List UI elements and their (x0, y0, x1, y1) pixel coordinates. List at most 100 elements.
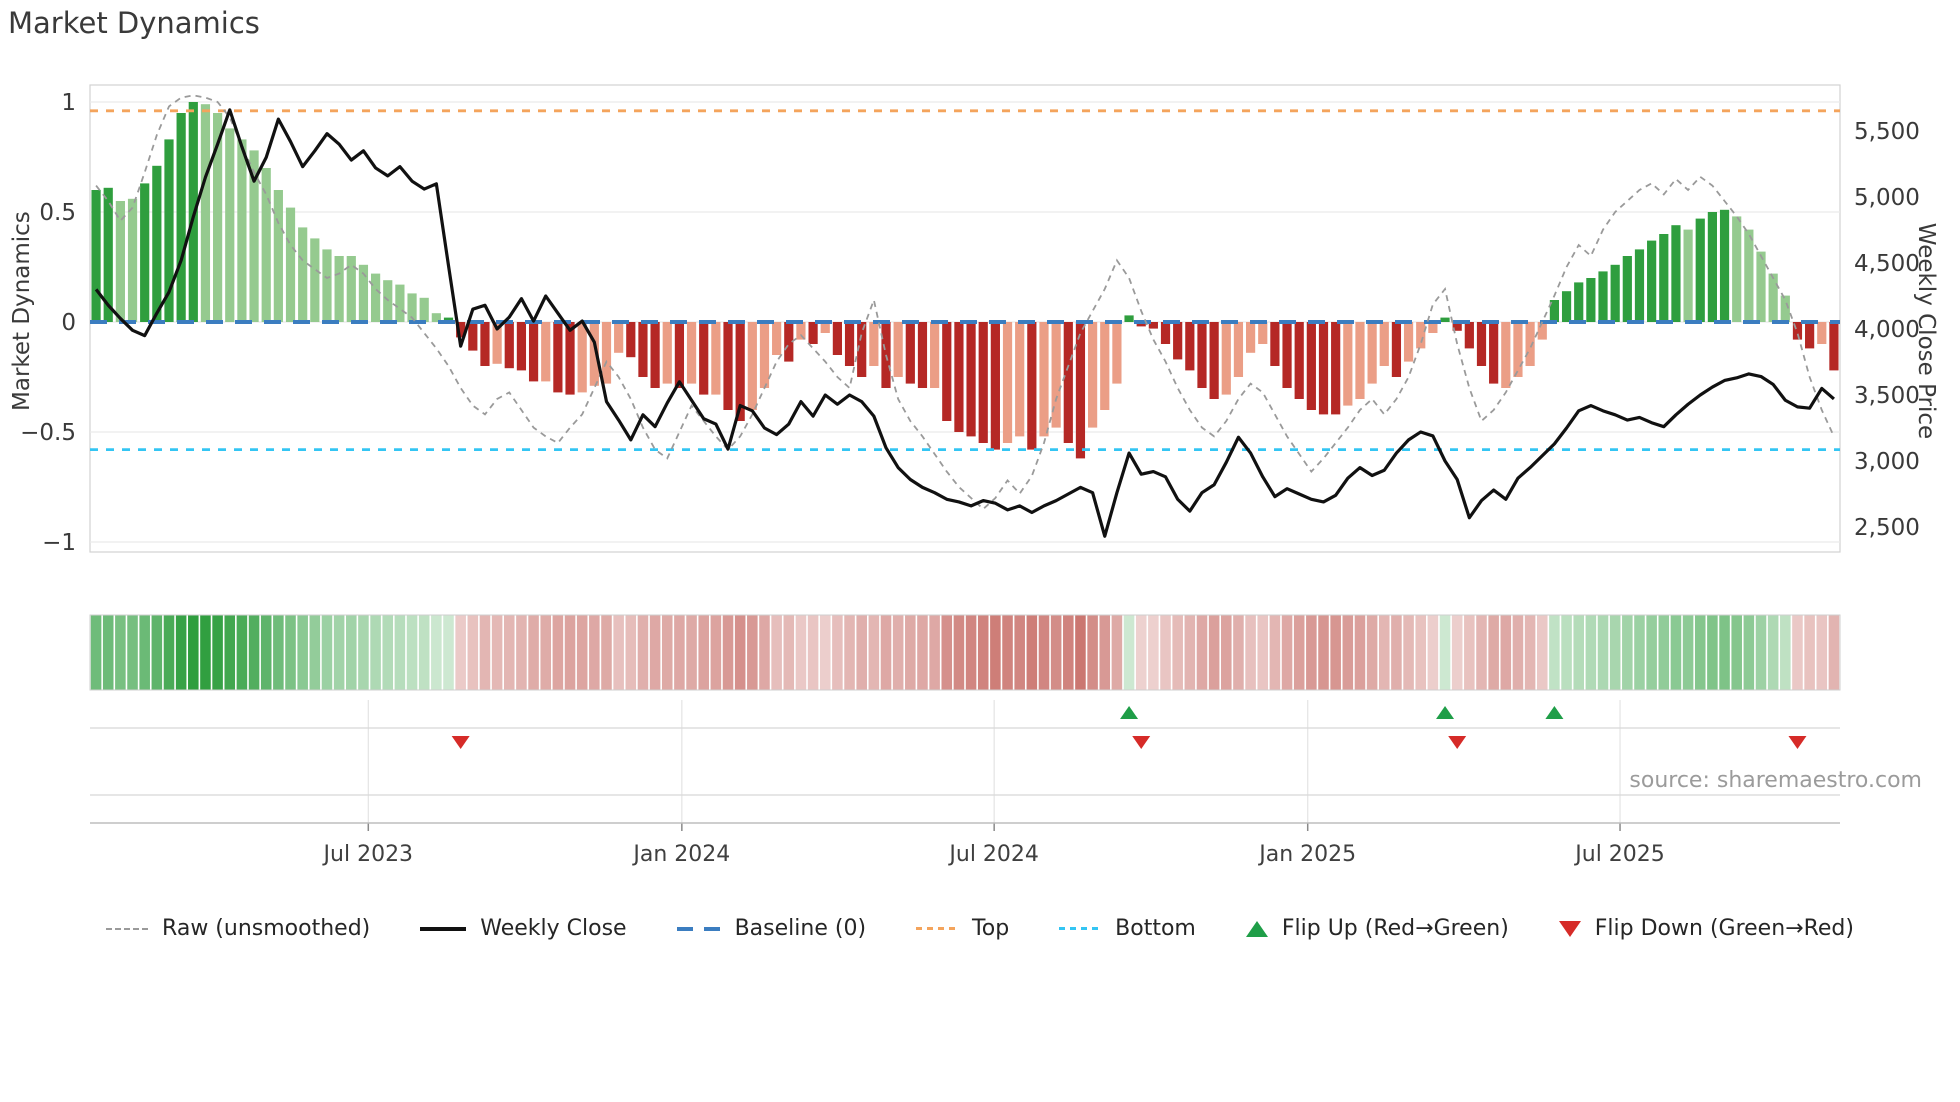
dynamics-bar (1160, 322, 1171, 344)
dynamics-bar (1063, 322, 1073, 443)
heatmap-cell (1160, 615, 1171, 690)
heatmap-cell (1536, 615, 1548, 690)
heatmap-cell (1269, 615, 1281, 690)
flip-down-marker (1132, 736, 1151, 749)
dynamics-bar (820, 322, 830, 333)
heatmap-cell (844, 615, 855, 690)
flip-up-marker (1545, 706, 1564, 719)
dynamics-bar (1343, 322, 1353, 406)
heatmap-cell (1257, 615, 1269, 690)
flip-down-marker (1788, 736, 1807, 749)
heatmap-cell (722, 615, 734, 690)
dynamics-bar (261, 168, 271, 322)
heatmap-cell (1075, 615, 1086, 690)
heatmap-cell (1293, 615, 1305, 690)
dynamics-bar (735, 322, 745, 421)
heatmap-cell (455, 615, 466, 690)
heatmap-cell (977, 615, 989, 690)
dynamics-bar (772, 322, 782, 355)
flip-down-triangle-icon (1558, 920, 1581, 937)
heatmap-cell (333, 615, 345, 690)
price-axis-tick-label: 4,500 (1854, 251, 1920, 277)
dynamics-bar (966, 322, 976, 437)
heatmap-cell (358, 615, 369, 690)
legend-label: Flip Up (Red→Green) (1281, 916, 1509, 941)
flip-up-marker (1120, 706, 1139, 719)
heatmap-cell (1123, 615, 1135, 690)
dynamics-bar (358, 264, 369, 322)
dynamics-bar (711, 322, 721, 395)
dynamics-bar (1015, 322, 1025, 437)
x-axis-tick-label: Jan 2025 (1257, 842, 1356, 867)
dynamics-bar (917, 322, 928, 388)
heatmap-cell (1682, 615, 1694, 690)
x-axis-tick-label: Jul 2023 (322, 842, 414, 867)
heatmap-cell (1196, 615, 1208, 690)
heatmap-cell (1306, 615, 1317, 690)
dynamics-bar (456, 322, 466, 338)
dynamics-bar (480, 322, 490, 366)
heatmap-cell (892, 615, 904, 690)
heatmap-cell (965, 615, 977, 690)
heatmap-cell (1050, 615, 1062, 690)
dynamics-bar (796, 322, 806, 340)
heatmap-cell (1233, 615, 1244, 690)
dynamics-bar (516, 322, 527, 371)
heatmap-cell (1208, 615, 1220, 690)
heatmap-cell (613, 615, 624, 690)
dynamics-bar (1282, 322, 1292, 388)
heatmap-cell (443, 615, 454, 690)
heatmap-cell (1087, 615, 1098, 690)
heatmap-cell (139, 615, 150, 690)
flip-up-triangle-icon (1245, 920, 1268, 937)
heatmap-cell (1694, 615, 1706, 690)
heatmap-cell (734, 615, 746, 690)
heatmap-cell (479, 615, 491, 690)
dynamics-bar (152, 165, 162, 322)
heatmap-cell (1476, 615, 1487, 690)
dynamics-bar (1416, 322, 1426, 349)
dynamics-bar (1513, 322, 1523, 377)
dynamics-bar (103, 187, 113, 322)
heatmap-cell (1597, 615, 1609, 690)
dynamics-bar (1173, 322, 1183, 360)
heatmap-cell (1038, 615, 1050, 690)
dynamics-bar (346, 256, 356, 322)
heatmap-cell (1780, 615, 1791, 690)
dynamics-bar (1185, 322, 1195, 371)
heatmap-cell (953, 615, 965, 690)
dynamics-bar (699, 322, 709, 395)
heatmap-cell (759, 615, 770, 690)
dynamics-bar (784, 322, 794, 362)
dynamics-bar (1501, 322, 1511, 388)
dynamics-bar (1695, 218, 1705, 322)
price-axis-tick-label: 3,500 (1854, 383, 1920, 409)
heatmap-cell (151, 615, 163, 690)
dynamics-bar (759, 322, 770, 388)
dynamics-bar (857, 322, 867, 377)
heatmap-cell (1731, 615, 1742, 690)
heatmap-cell (649, 615, 661, 690)
heatmap-cell (224, 615, 236, 690)
heatmap-cell (1415, 615, 1427, 690)
dynamics-bar (1464, 322, 1474, 349)
heatmap-cell (747, 615, 758, 690)
heatmap-cell (917, 615, 928, 690)
dynamics-bar (978, 322, 988, 443)
dynamics-bar (674, 322, 685, 388)
page-title: Market Dynamics (8, 6, 260, 40)
heatmap-cell (127, 615, 138, 690)
heatmap-cell (540, 615, 552, 690)
dynamics-bar (1647, 240, 1657, 322)
heatmap-cell (589, 615, 600, 690)
heatmap-cell (625, 615, 637, 690)
heatmap-cell (1221, 615, 1232, 690)
dynamics-bar (407, 293, 417, 322)
heatmap-cell (941, 615, 953, 690)
heatmap-cell (1573, 615, 1584, 690)
dynamics-bar (1549, 300, 1560, 322)
heatmap-cell (1670, 615, 1682, 690)
weekly-close-line (94, 108, 1835, 538)
legend-item-bottom: Bottom (1059, 916, 1196, 941)
dynamics-bar (869, 322, 879, 366)
